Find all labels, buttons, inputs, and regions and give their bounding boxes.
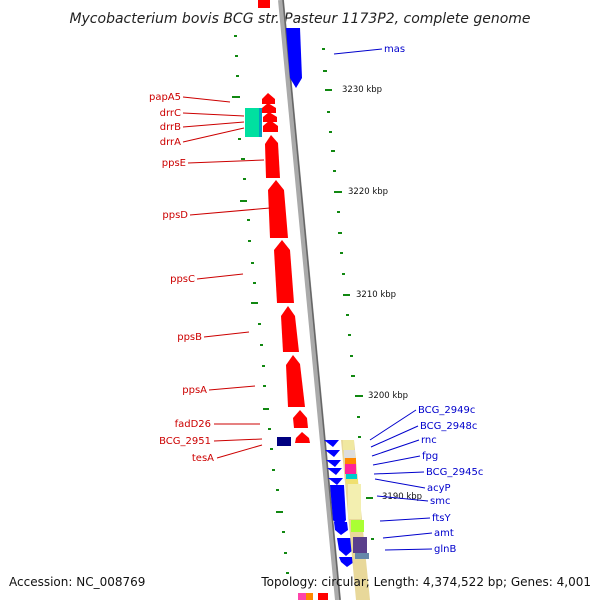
gene-label-ppsE: ppsE <box>162 158 186 169</box>
feature-top-fragment <box>258 0 270 8</box>
gene-label-drrB: drrB <box>160 122 181 133</box>
genome-title: Mycobacterium bovis BCG str. Pasteur 117… <box>69 11 530 27</box>
gene-label-rnc: rnc <box>421 435 437 446</box>
gene-label-ppsC: ppsC <box>170 274 195 285</box>
feature-ppsD <box>268 180 288 238</box>
tick-label-3230: 3230 kbp <box>342 85 382 95</box>
gene-label-drrA: drrA <box>160 137 181 148</box>
gene-label-BCG_2949c: BCG_2949c <box>418 405 475 416</box>
category-drr <box>245 108 259 137</box>
feature-mas <box>286 28 302 88</box>
gene-label-smc: smc <box>430 496 450 507</box>
category-BCG_2945c <box>345 464 356 474</box>
backbone-track <box>278 0 341 600</box>
gene-label-ppsB: ppsB <box>177 332 202 343</box>
category-acyP <box>346 474 357 479</box>
gene-label-acyP: acyP <box>427 483 451 494</box>
reverse-strand-features <box>277 28 354 567</box>
feature-papA5 <box>262 93 275 104</box>
gene-label-amt: amt <box>434 528 454 539</box>
left-leader-lines <box>182 96 271 459</box>
feature-ppsB <box>281 306 299 352</box>
gene-label-ppsD: ppsD <box>162 210 188 221</box>
gene-label-fadD26: fadD26 <box>175 419 211 430</box>
feature-drrB <box>263 112 277 122</box>
left-gene-labels: papA5 drrC drrB drrA ppsE ppsD ppsC ppsB… <box>149 92 214 464</box>
feature-fadD26 <box>293 410 308 428</box>
category-drr-edge <box>259 108 262 137</box>
gene-label-ftsY: ftsY <box>432 513 451 524</box>
right-leader-lines <box>333 48 433 551</box>
feature-ftsY <box>334 522 348 535</box>
gene-label-ppsA: ppsA <box>182 385 207 396</box>
gene-label-glnB: glnB <box>434 544 456 555</box>
feature-BCG_2945c <box>328 478 343 485</box>
feature-fpg <box>327 468 342 475</box>
feature-glnB <box>339 557 354 567</box>
tick-label-3210: 3210 kbp <box>356 290 396 300</box>
gene-label-drrC: drrC <box>160 108 181 119</box>
scale-ticks: 3230 kbp 3220 kbp 3210 kbp 3200 kbp 3190… <box>342 85 422 502</box>
category-acyP-b <box>346 479 358 484</box>
feature-drrA <box>263 120 278 132</box>
feature-BCG_2948c <box>325 450 340 457</box>
feature-bottom-fragment-c <box>318 593 328 600</box>
category-BCG_2949c <box>343 440 354 450</box>
gene-label-BCG_2945c: BCG_2945c <box>426 467 483 478</box>
backbone-line <box>282 0 341 600</box>
feature-ppsE <box>265 135 280 178</box>
gene-label-tesA: tesA <box>192 453 214 464</box>
category-glnB <box>355 553 369 559</box>
category-ftsY <box>351 520 364 532</box>
category-track <box>245 108 370 600</box>
feature-ppsC <box>274 240 294 303</box>
forward-strand-features <box>258 0 328 600</box>
feature-rnc <box>326 460 341 467</box>
feature-tesA <box>295 432 310 443</box>
category-amt <box>353 537 367 553</box>
gene-label-fpg: fpg <box>422 451 438 462</box>
category-fpg <box>345 458 356 464</box>
feature-ppsA <box>286 355 305 407</box>
feature-BCG_2951 <box>277 437 291 446</box>
feature-bottom-fragment-a <box>298 593 306 600</box>
genome-summary-text: Topology: circular; Length: 4,374,522 bp… <box>260 575 591 589</box>
feature-bottom-fragment-b <box>306 593 313 600</box>
accession-text: Accession: NC_008769 <box>9 575 145 589</box>
gene-label-papA5: papA5 <box>149 92 181 103</box>
category-rnc <box>344 450 355 458</box>
gene-label-mas: mas <box>384 44 405 55</box>
feature-BCG_2949c <box>324 440 339 447</box>
right-gene-labels: mas BCG_2949c BCG_2948c rnc fpg BCG_2945… <box>384 44 483 555</box>
feature-amt <box>337 538 353 556</box>
feature-drrC <box>262 103 276 113</box>
tick-label-3190: 3190 kbp <box>382 492 422 502</box>
category-smc <box>348 484 361 519</box>
feature-smc <box>330 485 346 528</box>
tick-label-3200: 3200 kbp <box>368 391 408 401</box>
gene-label-BCG_2951: BCG_2951 <box>159 436 211 447</box>
tick-label-3220: 3220 kbp <box>348 187 388 197</box>
gc-marks <box>232 35 374 574</box>
gene-label-BCG_2948c: BCG_2948c <box>420 421 477 432</box>
